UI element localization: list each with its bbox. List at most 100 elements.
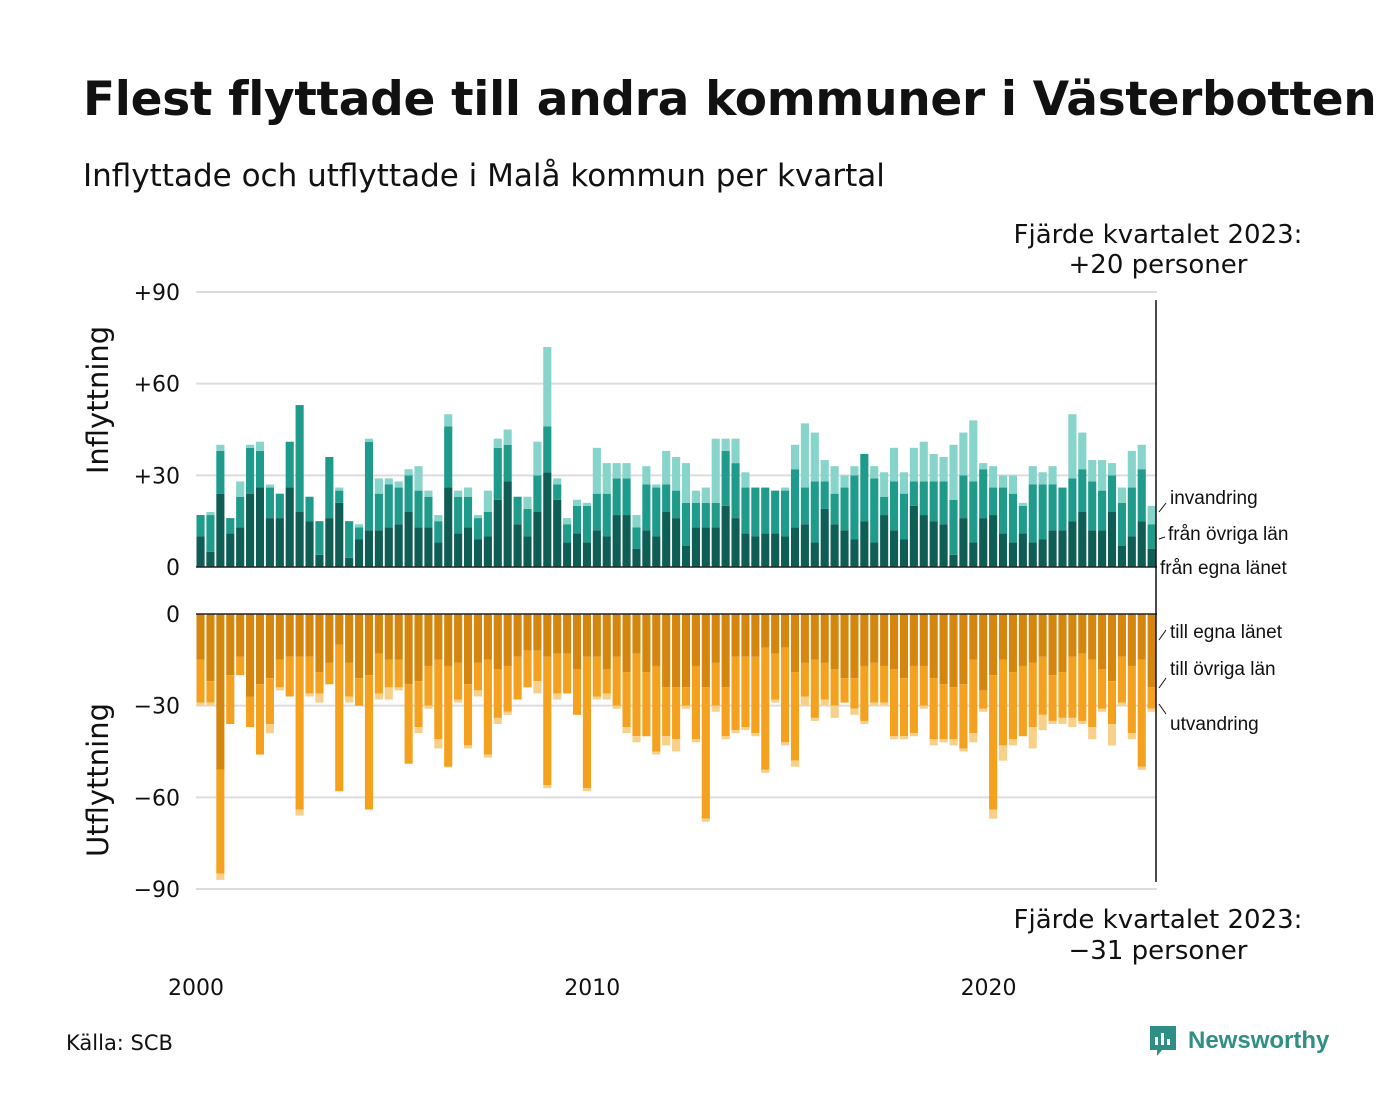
- bar-in-ovriga: [830, 493, 839, 525]
- bar-in-ovriga: [642, 484, 651, 531]
- bar-out-utvandring: [1078, 720, 1087, 724]
- bar-out-ovriga: [949, 687, 958, 740]
- bar-out-ovriga: [1028, 662, 1037, 728]
- bar-in-egna: [196, 536, 205, 567]
- bar-in-ovriga: [255, 450, 265, 488]
- bar-in-egna: [355, 539, 364, 567]
- bar-out-utvandring: [622, 727, 631, 734]
- bar-out-ovriga: [563, 653, 572, 694]
- bar-in-ovriga: [761, 487, 770, 534]
- bar-in-egna: [830, 524, 839, 567]
- bar-in-egna: [820, 508, 829, 567]
- bar-in-ovriga: [206, 515, 215, 552]
- bar-out-utvandring: [890, 736, 899, 740]
- bar-in-invandring: [355, 524, 364, 528]
- bar-out-egna: [325, 614, 334, 663]
- bar-in-egna: [672, 518, 681, 567]
- bar-out-utvandring: [493, 717, 502, 724]
- bar-in-invandring: [969, 420, 978, 482]
- bar-out-ovriga: [1018, 665, 1027, 737]
- bar-in-invandring: [1127, 450, 1136, 488]
- bar-out-egna: [553, 614, 562, 654]
- y-tick-label: −90: [134, 878, 180, 903]
- bar-in-egna: [691, 527, 700, 567]
- bar-in-egna: [662, 512, 671, 567]
- bar-in-ovriga: [632, 527, 641, 549]
- bar-in-egna: [1127, 536, 1136, 567]
- bar-in-ovriga: [800, 487, 809, 525]
- bar-out-egna: [503, 614, 512, 666]
- bar-in-ovriga: [345, 521, 354, 558]
- bar-out-egna: [305, 614, 314, 657]
- bar-out-egna: [543, 614, 552, 657]
- bar-in-egna: [216, 493, 225, 567]
- bar-in-egna: [345, 557, 354, 567]
- bar-in-ovriga: [1107, 475, 1117, 512]
- bar-in-invandring: [691, 490, 700, 503]
- bar-in-egna: [226, 533, 235, 567]
- bar-in-invandring: [1147, 505, 1156, 525]
- bar-out-utvandring: [394, 687, 403, 691]
- annotation-in-line1: Fjärde kvartalet 2023:: [1014, 220, 1303, 250]
- bar-in-egna: [652, 536, 661, 567]
- bar-out-egna: [1078, 614, 1087, 654]
- bar-out-ovriga: [830, 669, 839, 706]
- bar-out-utvandring: [503, 711, 512, 715]
- bar-out-ovriga: [553, 653, 562, 694]
- bar-out-ovriga: [1038, 656, 1047, 715]
- bar-in-invandring: [444, 414, 453, 427]
- bar-in-egna: [582, 542, 591, 567]
- bar-out-ovriga: [939, 684, 948, 740]
- source-note: Källa: SCB: [66, 1031, 173, 1055]
- bar-out-utvandring: [473, 690, 483, 697]
- bar-out-ovriga: [602, 669, 611, 694]
- legend-label-egna-in: från egna länet: [1160, 558, 1287, 579]
- bar-in-egna: [909, 505, 918, 567]
- bar-out-ovriga: [850, 678, 859, 709]
- bar-out-ovriga: [870, 662, 879, 703]
- bar-in-invandring: [880, 472, 889, 497]
- bar-out-ovriga: [1127, 665, 1136, 734]
- bar-out-utvandring: [1038, 714, 1047, 731]
- bar-out-egna: [513, 614, 522, 657]
- bar-out-egna: [1028, 614, 1037, 663]
- bar-in-invandring: [919, 441, 928, 482]
- bar-out-ovriga: [959, 684, 968, 749]
- bar-in-ovriga: [672, 490, 681, 519]
- bar-out-egna: [761, 614, 770, 648]
- bar-out-egna: [1117, 614, 1126, 657]
- bar-in-ovriga: [1048, 484, 1057, 531]
- bar-in-ovriga: [1038, 484, 1047, 540]
- bar-out-utvandring: [899, 736, 909, 740]
- bar-in-ovriga: [394, 487, 403, 525]
- bar-out-egna: [246, 614, 255, 697]
- bar-out-ovriga: [1058, 672, 1067, 718]
- y-tick-label: −60: [134, 786, 180, 811]
- bar-out-utvandring: [731, 730, 740, 734]
- legend-leader: [1158, 536, 1166, 540]
- bar-out-egna: [1018, 614, 1027, 666]
- bar-in-egna: [1107, 512, 1117, 567]
- bar-out-ovriga: [612, 656, 621, 706]
- bar-in-invandring: [335, 487, 344, 491]
- bar-out-egna: [275, 614, 284, 660]
- bar-out-egna: [959, 614, 968, 685]
- bar-out-utvandring: [295, 809, 304, 816]
- bar-in-ovriga: [1088, 481, 1097, 531]
- bar-in-ovriga: [1117, 502, 1126, 546]
- bar-out-egna: [295, 614, 304, 657]
- bar-out-utvandring: [721, 736, 730, 740]
- bar-out-utvandring: [592, 696, 601, 700]
- bar-out-utvandring: [463, 745, 473, 749]
- bar-out-ovriga: [305, 656, 314, 694]
- bar-out-utvandring: [275, 687, 284, 691]
- bar-in-invandring: [394, 481, 403, 488]
- bar-out-egna: [1127, 614, 1136, 666]
- bar-in-egna: [850, 539, 859, 567]
- bar-out-ovriga: [929, 678, 938, 740]
- bar-in-egna: [989, 515, 998, 567]
- bar-in-invandring: [672, 457, 681, 491]
- bar-out-egna: [820, 614, 829, 663]
- bar-in-ovriga: [602, 493, 611, 537]
